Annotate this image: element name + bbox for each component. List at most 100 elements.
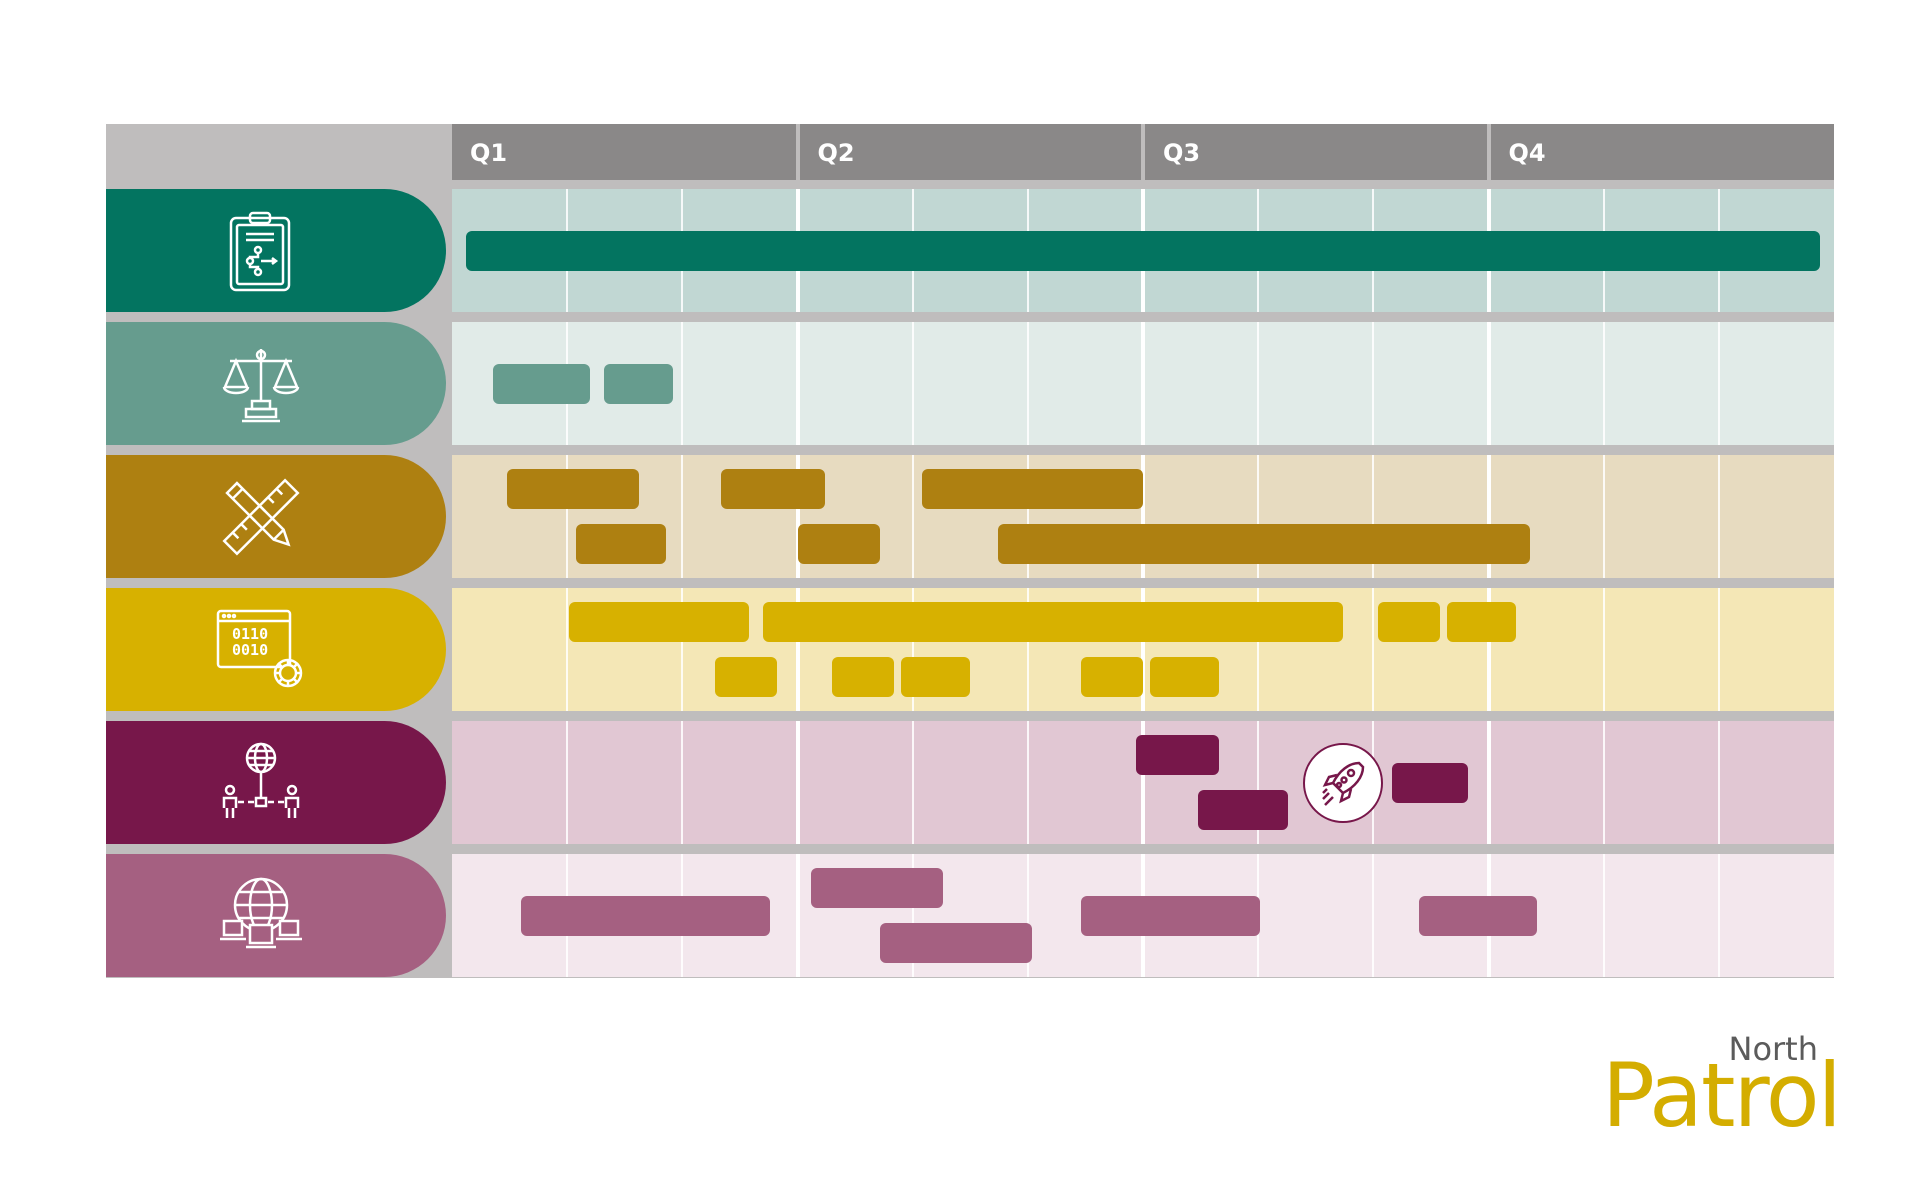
company-logo: North Patrol — [1602, 1030, 1842, 1150]
row-band — [452, 455, 1834, 578]
month-gridline — [566, 455, 569, 578]
month-gridline — [911, 721, 914, 844]
month-gridline — [1602, 455, 1605, 578]
month-gridline — [1026, 588, 1029, 711]
month-gridline — [1257, 322, 1260, 445]
task-bar[interactable] — [604, 363, 674, 404]
row-band — [452, 721, 1834, 844]
task-bar[interactable] — [714, 656, 777, 697]
month-gridline — [1026, 854, 1029, 977]
quarter-divider — [1486, 721, 1491, 844]
task-bar[interactable] — [762, 602, 1344, 643]
task-bar[interactable] — [1377, 602, 1441, 643]
row-tab: 0110 0010 — [106, 588, 446, 711]
month-gridline — [681, 322, 684, 445]
quarter-divider — [1486, 588, 1491, 711]
month-gridline — [911, 322, 914, 445]
quarter-header-q2: Q2 — [799, 124, 1141, 180]
task-bar[interactable] — [507, 469, 639, 510]
task-bar[interactable] — [1419, 895, 1537, 936]
header-corner — [106, 124, 452, 180]
month-gridline — [911, 588, 914, 711]
logo-patrol-text: Patrol — [1601, 1044, 1842, 1147]
quarter-label: Q2 — [817, 139, 855, 167]
task-bar[interactable] — [1447, 602, 1517, 643]
month-gridline — [911, 455, 914, 578]
quarter-divider — [795, 721, 800, 844]
month-gridline — [1717, 455, 1720, 578]
month-gridline — [1257, 721, 1260, 844]
month-gridline — [1717, 322, 1720, 445]
quarter-header-q4: Q4 — [1490, 124, 1834, 180]
quarter-divider — [795, 854, 800, 977]
quarter-header-q3: Q3 — [1145, 124, 1487, 180]
logo-north-text: North — [1728, 1030, 1819, 1068]
quarter-divider — [1486, 322, 1491, 445]
task-bar[interactable] — [832, 656, 895, 697]
task-bar[interactable] — [901, 656, 971, 697]
month-gridline — [566, 588, 569, 711]
task-bar[interactable] — [569, 602, 750, 643]
month-gridline — [1372, 455, 1375, 578]
month-gridline — [1257, 588, 1260, 711]
milestone-marker[interactable] — [1303, 742, 1384, 823]
task-bar[interactable] — [921, 469, 1143, 510]
quarter-divider — [1141, 588, 1145, 711]
month-gridline — [681, 588, 684, 711]
task-bar[interactable] — [465, 230, 1821, 271]
month-gridline — [1026, 455, 1029, 578]
quarter-divider — [1141, 322, 1145, 445]
month-gridline — [1372, 588, 1375, 711]
task-bar[interactable] — [521, 895, 770, 936]
task-bar[interactable] — [880, 922, 1033, 963]
task-bar[interactable] — [997, 523, 1530, 564]
task-bar[interactable] — [1391, 762, 1468, 803]
row-band — [452, 189, 1834, 312]
quarter-header-q1: Q1 — [452, 124, 796, 180]
quarter-divider — [1141, 455, 1145, 578]
quarter-divider — [795, 322, 800, 445]
svg-text:0110: 0110 — [232, 625, 268, 643]
month-gridline — [1717, 854, 1720, 977]
month-gridline — [1717, 588, 1720, 711]
month-gridline — [1602, 854, 1605, 977]
month-gridline — [1372, 854, 1375, 977]
roadmap-frame: Q1 Q2 Q3 Q4 0110 0010 — [106, 124, 1834, 978]
month-gridline — [1717, 721, 1720, 844]
task-bar[interactable] — [1198, 789, 1289, 830]
month-gridline — [911, 854, 914, 977]
month-gridline — [1602, 588, 1605, 711]
row-band — [452, 588, 1834, 711]
month-gridline — [1372, 322, 1375, 445]
row-band — [452, 322, 1834, 445]
row-tab — [106, 854, 446, 977]
svg-text:0010: 0010 — [232, 641, 268, 659]
month-gridline — [1602, 322, 1605, 445]
quarter-divider — [795, 455, 800, 578]
row-band — [452, 854, 1834, 977]
month-gridline — [1257, 455, 1260, 578]
month-gridline — [1026, 322, 1029, 445]
quarter-divider — [795, 588, 800, 711]
month-gridline — [1026, 721, 1029, 844]
quarter-label: Q4 — [1508, 139, 1546, 167]
task-bar[interactable] — [721, 469, 826, 510]
month-gridline — [566, 721, 569, 844]
task-bar[interactable] — [1149, 656, 1219, 697]
row-tab — [106, 721, 446, 844]
task-bar[interactable] — [1080, 656, 1143, 697]
task-bar[interactable] — [1136, 735, 1219, 776]
task-bar[interactable] — [493, 363, 591, 404]
row-tab — [106, 189, 446, 312]
month-gridline — [1602, 721, 1605, 844]
quarter-divider — [1486, 455, 1491, 578]
task-bar[interactable] — [576, 523, 667, 564]
quarter-divider — [1141, 721, 1145, 844]
quarter-label: Q1 — [470, 139, 508, 167]
month-gridline — [681, 721, 684, 844]
quarter-label: Q3 — [1163, 139, 1201, 167]
task-bar[interactable] — [1080, 895, 1261, 936]
task-bar[interactable] — [811, 868, 943, 909]
task-bar[interactable] — [797, 523, 881, 564]
row-tab — [106, 455, 446, 578]
